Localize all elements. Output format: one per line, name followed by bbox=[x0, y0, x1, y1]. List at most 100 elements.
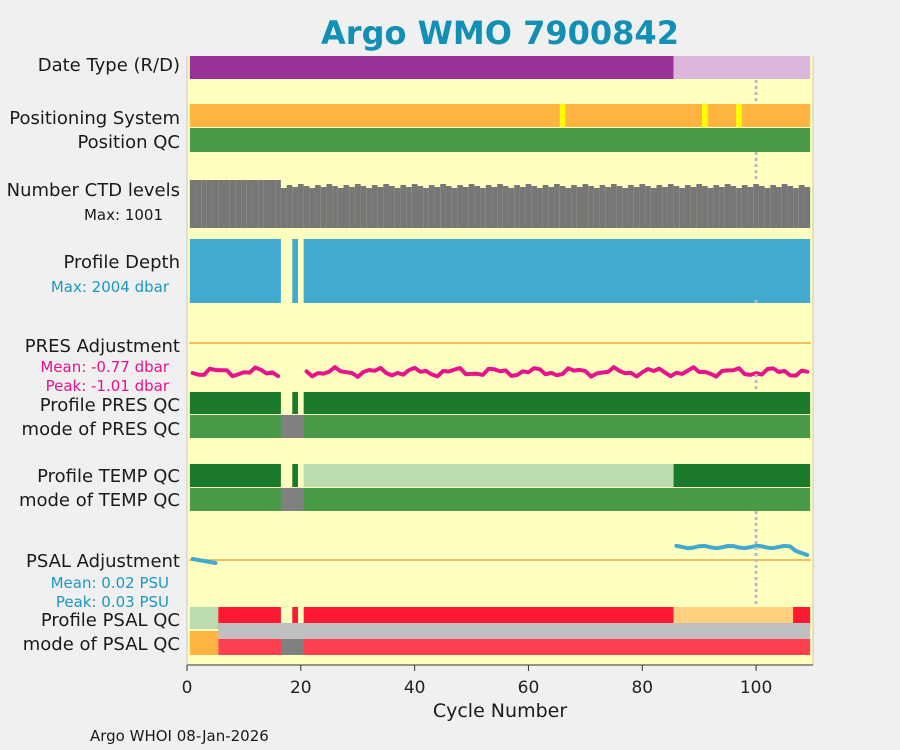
ctd-levels-bar bbox=[389, 186, 395, 228]
ctd-levels-bar bbox=[593, 188, 600, 228]
mode-psal-qc-gray bbox=[280, 639, 304, 655]
plot-area bbox=[187, 56, 813, 665]
ctd-levels-bar bbox=[508, 188, 515, 228]
ctd-levels-bar bbox=[519, 187, 526, 228]
profile-depth-bar bbox=[303, 239, 811, 303]
x-tick-label: 80 bbox=[631, 678, 653, 698]
ctd-levels-bar bbox=[702, 186, 708, 228]
ctd-levels-bar bbox=[366, 188, 372, 228]
ctd-levels-bar bbox=[605, 187, 611, 228]
profile-temp-qc-bar bbox=[292, 464, 298, 487]
ctd-levels-bar bbox=[610, 184, 617, 228]
ctd-levels-bar bbox=[229, 180, 236, 228]
ctd-levels-bar bbox=[764, 188, 771, 228]
ctd-levels-bar bbox=[400, 185, 407, 228]
ctd-levels-bar bbox=[428, 185, 435, 228]
ctd-levels-bar bbox=[554, 184, 560, 228]
mode-temp-qc-bar bbox=[189, 488, 811, 511]
ctd-levels-bar bbox=[724, 184, 731, 228]
ctd-levels-bar bbox=[719, 187, 725, 228]
ctd-levels-bar bbox=[548, 187, 555, 228]
ctd-levels-bar bbox=[445, 186, 452, 228]
ctd-levels-bar bbox=[212, 180, 219, 228]
ctd-levels-bar bbox=[741, 185, 748, 228]
chart-title: Argo WMO 7900842 bbox=[321, 14, 679, 52]
label-profile-psal-qc: Profile PSAL QC bbox=[41, 610, 180, 631]
positioning-other-mark bbox=[559, 104, 566, 127]
profile-depth-bar bbox=[189, 239, 281, 303]
ctd-levels-bar bbox=[383, 184, 390, 228]
mode-psal-qc-bad bbox=[218, 639, 811, 655]
ctd-levels-bar bbox=[480, 188, 486, 228]
ctd-levels-bar bbox=[468, 184, 475, 228]
ctd-levels-bar bbox=[235, 180, 242, 228]
ctd-levels-bar bbox=[628, 185, 634, 228]
label-pres-mean: Mean: -0.77 dbar bbox=[40, 358, 170, 376]
ctd-levels-bar bbox=[406, 187, 412, 228]
date-type-bar-delayed bbox=[673, 56, 811, 79]
ctd-levels-bar bbox=[736, 188, 742, 228]
label-psal-mean: Mean: 0.02 PSU bbox=[51, 574, 169, 592]
ctd-levels-bar bbox=[463, 187, 469, 228]
date-type-bar-realtime bbox=[189, 56, 674, 79]
x-tick-label: 100 bbox=[740, 678, 772, 698]
psal-adjustment-line bbox=[190, 557, 218, 565]
adjustment-lines bbox=[188, 342, 812, 565]
positioning-other-mark bbox=[736, 104, 742, 127]
ctd-levels-bar bbox=[292, 187, 298, 228]
label-date-type: Date Type (R/D) bbox=[38, 55, 180, 76]
ctd-levels-bar bbox=[451, 188, 458, 228]
ctd-levels-bar bbox=[371, 185, 378, 228]
ctd-levels-bar bbox=[565, 188, 572, 228]
label-profile-temp-qc: Profile TEMP QC bbox=[37, 466, 180, 487]
ctd-levels-bar bbox=[417, 186, 424, 228]
ctd-levels-bar bbox=[781, 184, 788, 228]
ctd-levels-bar bbox=[280, 188, 287, 228]
ctd-levels-bar bbox=[491, 187, 498, 228]
ctd-levels-bar bbox=[753, 184, 759, 228]
ctd-levels-bar bbox=[309, 188, 316, 228]
ctd-levels-bar bbox=[218, 180, 224, 228]
ctd-levels-bar bbox=[514, 185, 520, 228]
ctd-levels-bar bbox=[525, 184, 532, 228]
profile-temp-qc-bar bbox=[673, 464, 811, 487]
ctd-levels-bar bbox=[223, 180, 230, 228]
ctd-levels-bar bbox=[656, 185, 663, 228]
label-mode-psal-qc: mode of PSAL QC bbox=[23, 634, 180, 655]
ctd-levels-bar bbox=[457, 185, 464, 228]
profile-pres-qc-bar bbox=[292, 392, 298, 414]
ctd-levels-bar bbox=[258, 180, 264, 228]
ctd-levels-bar bbox=[206, 180, 213, 228]
label-profile-depth-max: Max: 2004 dbar bbox=[51, 278, 170, 296]
profile-depth-bar bbox=[292, 239, 298, 303]
ctd-levels-bar bbox=[497, 184, 503, 228]
x-tick-label: 40 bbox=[404, 678, 426, 698]
ctd-levels-bar bbox=[622, 188, 629, 228]
footer-text: Argo WHOI 08-Jan-2026 bbox=[90, 727, 269, 745]
ctd-levels-bar bbox=[582, 184, 589, 228]
ctd-levels-bar bbox=[189, 180, 196, 228]
profile-psal-qc-bad bbox=[292, 607, 298, 629]
ctd-levels-bar bbox=[684, 185, 691, 228]
ctd-levels-bar bbox=[696, 184, 703, 228]
profile-temp-qc-bar bbox=[189, 464, 281, 487]
ctd-levels-bar bbox=[679, 188, 685, 228]
label-pres-peak: Peak: -1.01 dbar bbox=[46, 377, 170, 395]
x-tick-label: 60 bbox=[518, 678, 540, 698]
ctd-levels-bar bbox=[758, 186, 765, 228]
position-qc-bar bbox=[189, 128, 811, 152]
ctd-levels-bar bbox=[798, 185, 805, 228]
ctd-levels-bar bbox=[201, 180, 207, 228]
ctd-levels-bar bbox=[485, 185, 492, 228]
ctd-levels-bar bbox=[690, 187, 697, 228]
ctd-levels-bar bbox=[639, 184, 646, 228]
ctd-levels-bar bbox=[195, 180, 202, 228]
ctd-levels-bar bbox=[411, 184, 418, 228]
label-number-ctd-levels: Number CTD levels bbox=[7, 180, 180, 201]
x-tick-label: 20 bbox=[290, 678, 312, 698]
ctd-levels-bar bbox=[571, 185, 577, 228]
ctd-levels-bar bbox=[650, 188, 657, 228]
ctd-levels-bar bbox=[303, 186, 310, 228]
ctd-levels-bar bbox=[275, 180, 281, 228]
